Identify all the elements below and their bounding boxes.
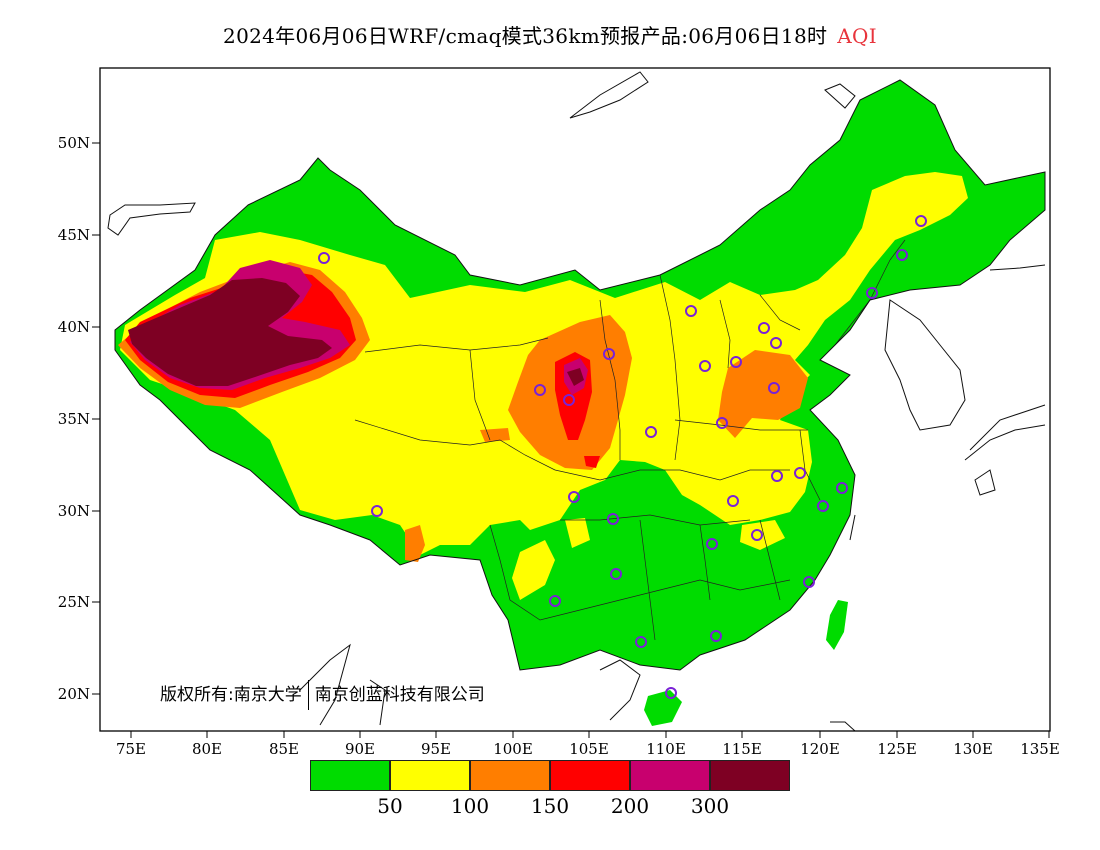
copyright-notice: 版权所有:南京大学 南京创蓝科技有限公司 <box>160 680 485 710</box>
station-marker <box>727 495 739 507</box>
station-marker <box>836 482 848 494</box>
aqi-region-unhealthy-sensitive <box>718 350 808 438</box>
station-marker <box>534 384 546 396</box>
y-tick-label: 50N <box>58 134 90 152</box>
station-marker <box>758 322 770 334</box>
x-tick-label: 135E <box>1020 740 1060 758</box>
y-tick-label: 40N <box>58 318 90 336</box>
station-marker <box>607 513 619 525</box>
aqi-region-good <box>826 600 848 650</box>
station-marker <box>896 249 908 261</box>
province-boundaries <box>354 239 906 641</box>
x-axis-labels: 75E 80E 85E 90E 95E 100E 105E 110E 115E … <box>116 740 1060 758</box>
station-marker <box>730 356 742 368</box>
y-axis <box>92 142 100 695</box>
y-tick-label: 30N <box>58 502 90 520</box>
copyright-owner: 版权所有:南京大学 <box>160 685 302 705</box>
station-marker <box>699 360 711 372</box>
x-tick-label: 85E <box>269 740 299 758</box>
station-marker <box>568 491 580 503</box>
y-tick-label: 20N <box>58 685 90 703</box>
x-tick-label: 95E <box>421 740 451 758</box>
x-tick-label: 125E <box>877 740 917 758</box>
x-tick-label: 110E <box>646 740 686 758</box>
copyright-divider <box>307 680 309 710</box>
aqi-region-moderate <box>565 518 590 548</box>
aqi-region-unhealthy-sensitive <box>480 428 510 442</box>
station-marker <box>768 382 780 394</box>
station-marker <box>635 636 647 648</box>
legend-label: 50 <box>377 794 403 818</box>
aqi-region-hazardous <box>567 368 584 386</box>
station-marker <box>318 252 330 264</box>
station-marker <box>716 417 728 429</box>
legend-swatch-unhealthy-sensitive <box>470 760 550 791</box>
title-text: 2024年06月06日WRF/cmaq模式36km预报产品:06月06日18时 <box>223 24 828 48</box>
station-marker <box>603 348 615 360</box>
map-frame <box>99 67 1051 732</box>
legend-label: 200 <box>610 794 650 818</box>
aqi-region-good <box>644 690 682 726</box>
x-tick-label: 130E <box>953 740 993 758</box>
aqi-region-unhealthy <box>584 456 600 468</box>
aqi-region-unhealthy-sensitive <box>405 525 425 562</box>
station-marker <box>371 505 383 517</box>
station-marker <box>685 305 697 317</box>
aqi-region-moderate <box>512 540 555 600</box>
legend-swatch-unhealthy <box>550 760 630 791</box>
coastlines <box>107 71 1046 731</box>
station-markers <box>318 215 927 699</box>
legend-label: 150 <box>530 794 570 818</box>
station-marker <box>751 529 763 541</box>
legend-swatch-moderate <box>390 760 470 791</box>
x-tick-label: 80E <box>192 740 222 758</box>
y-axis-labels: 50N 45N 40N 35N 30N 25N 20N <box>58 134 90 703</box>
station-marker <box>549 595 561 607</box>
y-tick-label: 45N <box>58 226 90 244</box>
station-marker <box>770 337 782 349</box>
station-marker <box>645 426 657 438</box>
station-marker <box>915 215 927 227</box>
x-tick-label: 90E <box>345 740 375 758</box>
x-tick-label: 75E <box>116 740 146 758</box>
station-marker <box>803 576 815 588</box>
legend-label: 300 <box>690 794 730 818</box>
y-tick-label: 25N <box>58 593 90 611</box>
title-product: AQI <box>837 24 877 48</box>
station-marker <box>817 500 829 512</box>
station-marker <box>794 467 806 479</box>
legend-label: 100 <box>450 794 490 818</box>
station-marker <box>771 470 783 482</box>
x-tick-label: 115E <box>722 740 762 758</box>
legend-swatch-hazardous <box>710 760 790 791</box>
station-marker <box>710 630 722 642</box>
station-marker <box>665 687 677 699</box>
x-tick-label: 120E <box>800 740 840 758</box>
national-border <box>114 79 1046 671</box>
station-marker <box>866 287 878 299</box>
x-axis <box>130 731 1050 738</box>
legend-swatch-good <box>310 760 390 791</box>
station-marker <box>610 568 622 580</box>
copyright-company: 南京创蓝科技有限公司 <box>314 685 485 705</box>
station-marker <box>563 394 575 406</box>
x-tick-label: 100E <box>493 740 533 758</box>
aqi-region-hazardous <box>128 278 332 386</box>
station-marker <box>706 538 718 550</box>
y-tick-label: 35N <box>58 410 90 428</box>
aqi-field <box>107 71 1046 731</box>
legend-swatch-very-unhealthy <box>630 760 710 791</box>
x-tick-label: 105E <box>569 740 609 758</box>
map-title: 2024年06月06日WRF/cmaq模式36km预报产品:06月06日18时 A… <box>0 20 1100 49</box>
